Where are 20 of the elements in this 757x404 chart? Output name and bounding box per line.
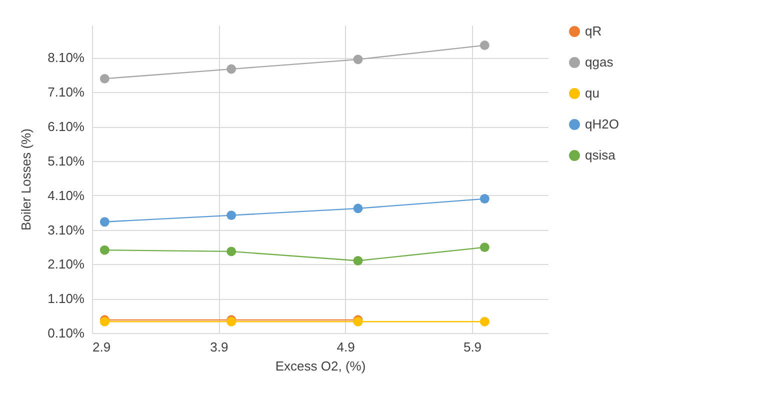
x-tick-label: 5.9: [463, 340, 482, 354]
y-tick-label: 5.10%: [48, 153, 85, 168]
y-axis-title: Boiler Losses (%): [18, 128, 34, 230]
x-tick-label: 2.9: [92, 340, 111, 354]
legend-label: qu: [585, 86, 600, 100]
y-tick-label: 3.10%: [48, 222, 85, 238]
x-axis-title: Excess O2, (%): [275, 358, 366, 374]
legend-label: qR: [585, 24, 602, 38]
legend-label: qH2O: [585, 116, 619, 132]
legend-label: qgas: [585, 54, 614, 70]
y-tick-label: 6.10%: [48, 119, 85, 134]
y-tick-label: 1.10%: [48, 291, 85, 306]
y-tick-label: 0.10%: [48, 326, 85, 340]
y-tick-label: 8.10%: [48, 50, 85, 66]
y-tick-label: 4.10%: [48, 188, 85, 203]
legend-label: qsisa: [585, 148, 616, 162]
x-tick-label: 4.9: [336, 340, 355, 354]
y-tick-label: 7.10%: [48, 84, 85, 100]
y-tick-label: 2.10%: [48, 256, 85, 272]
x-tick-label: 3.9: [210, 340, 228, 354]
